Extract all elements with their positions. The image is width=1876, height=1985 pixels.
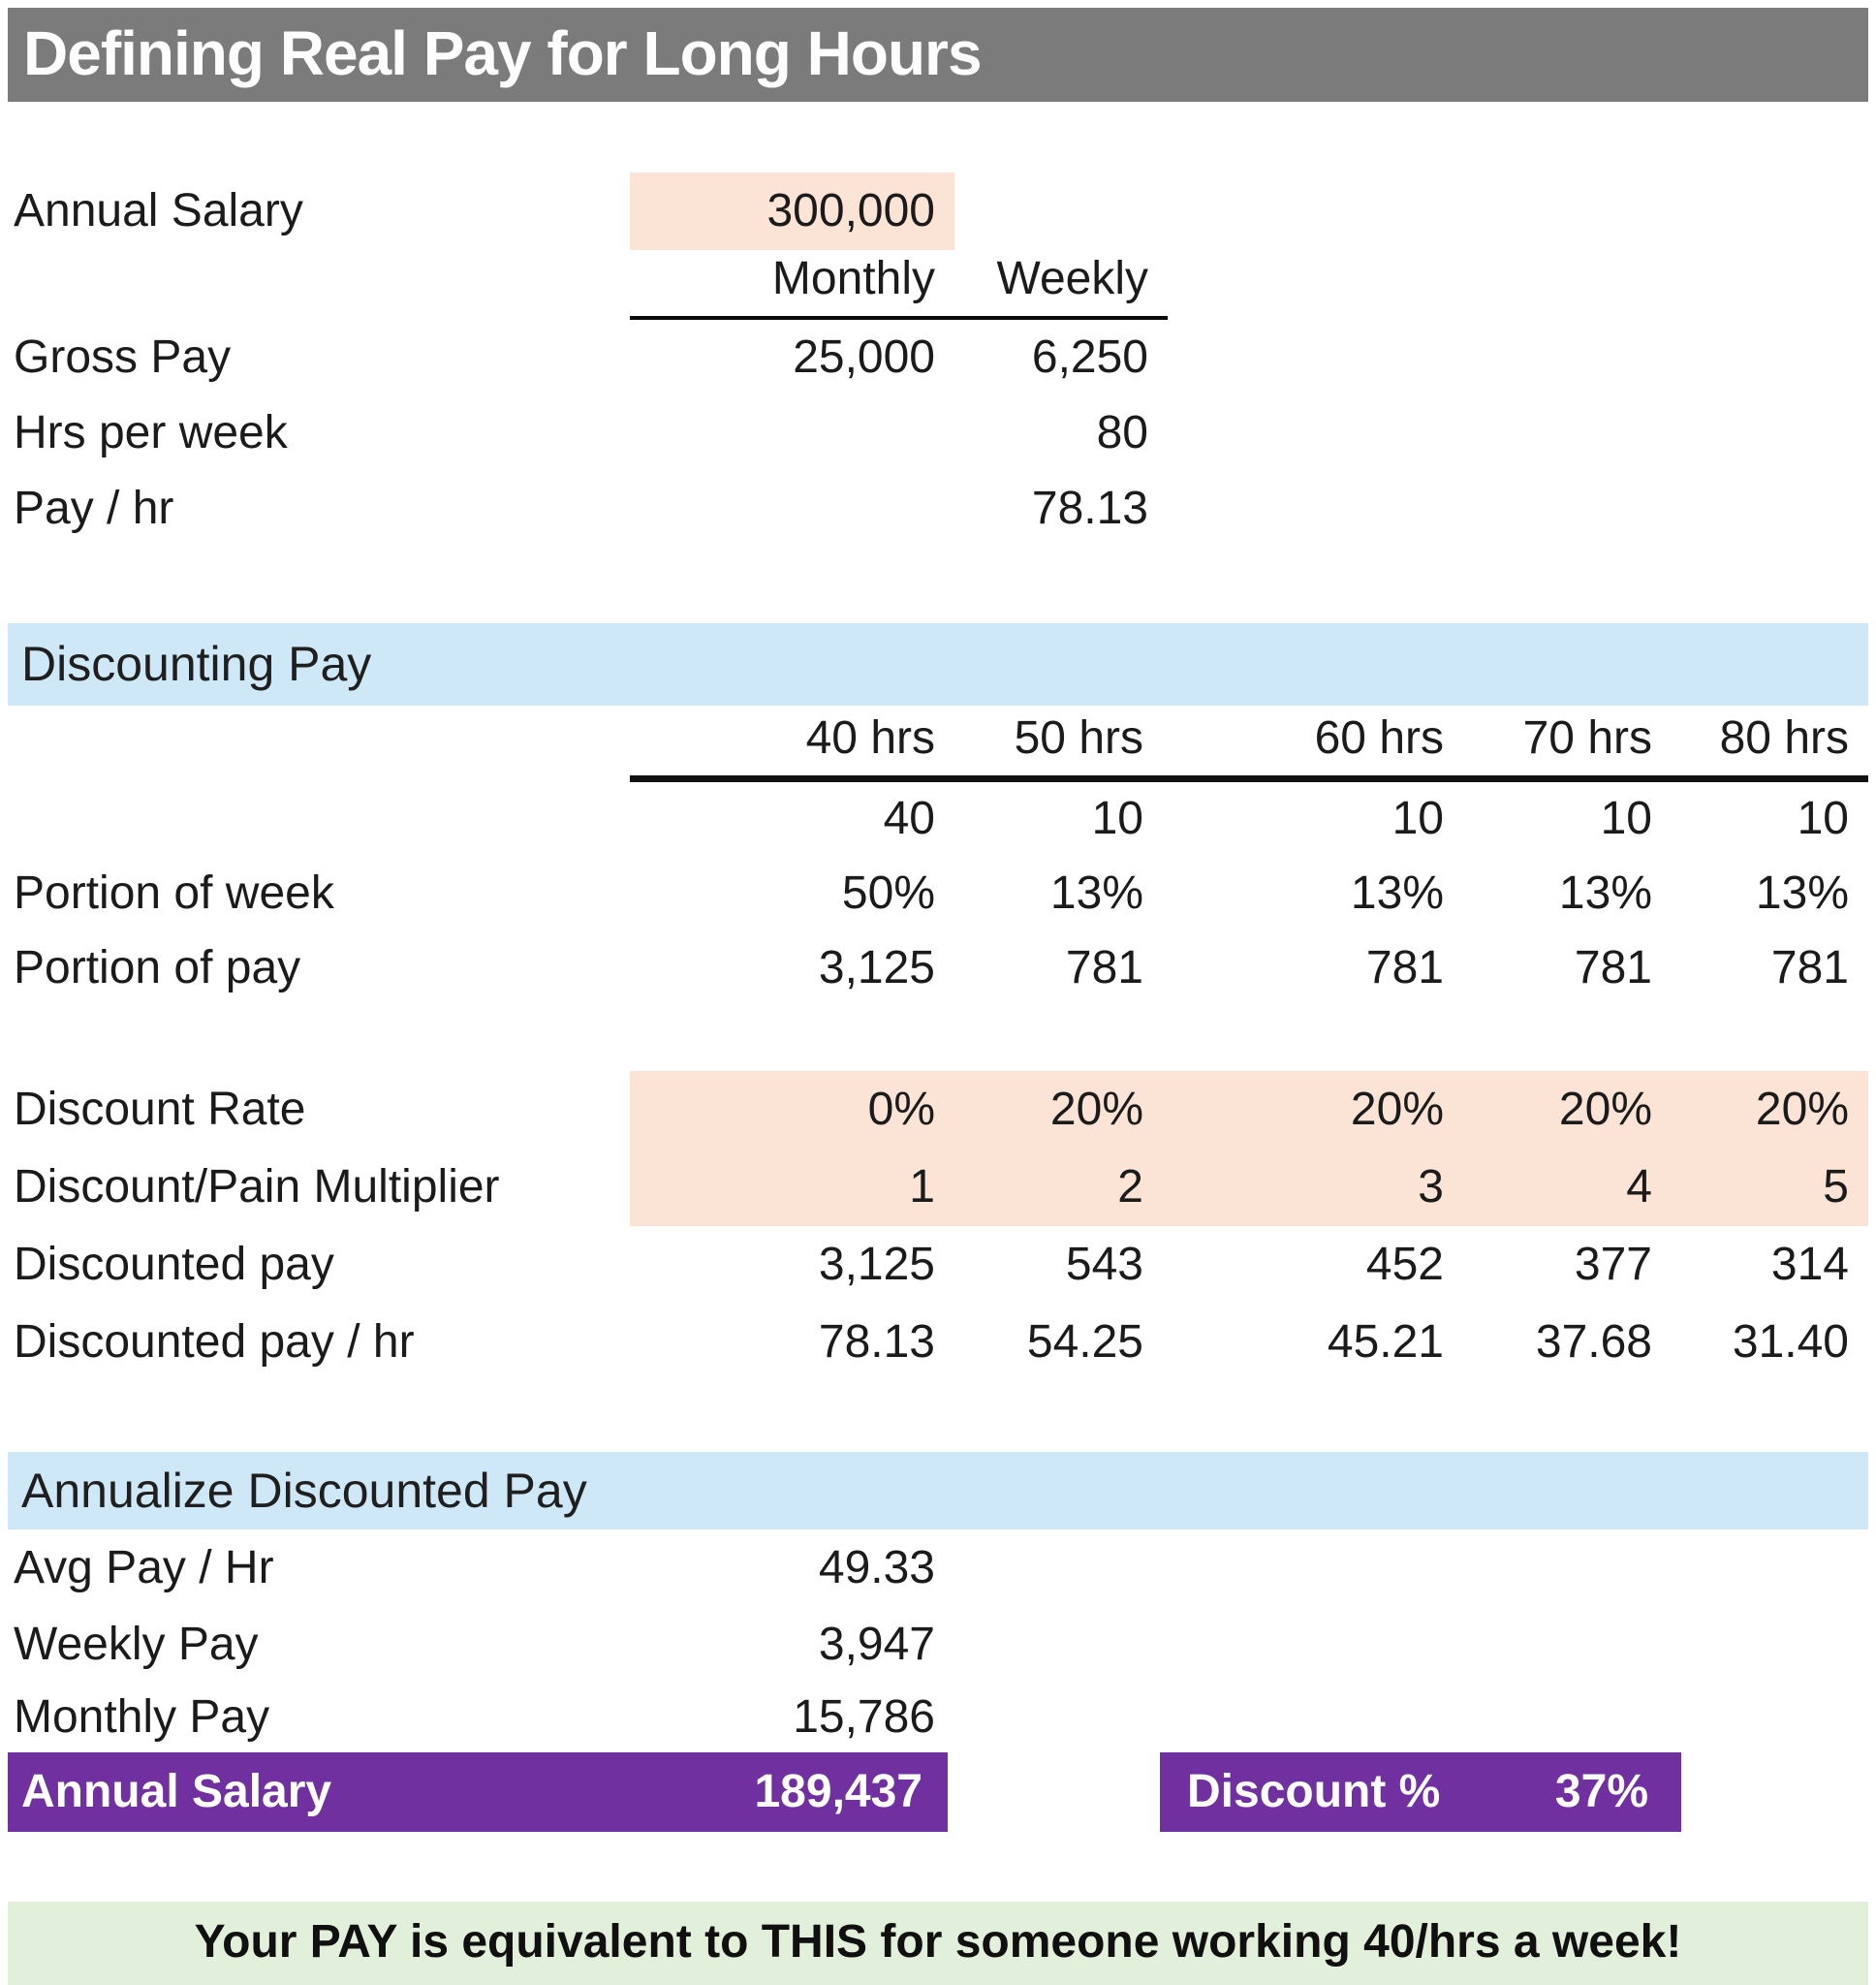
portion-of-week-value: 13% [1755, 867, 1849, 919]
discounted-pay-per-hr-value: 78.13 [818, 1316, 935, 1368]
discount-pain-multiplier-label: Discount/Pain Multiplier [14, 1161, 500, 1213]
discount-rate-input[interactable]: 0% [867, 1084, 935, 1135]
discounted-pay-per-hr-value: 37.68 [1535, 1316, 1652, 1368]
discount-rate-row: Discount Rate 0% 20% 20% 20% 20% [8, 1071, 1868, 1149]
empty-label-cell [8, 782, 630, 856]
discount-pain-multiplier-row: Discount/Pain Multiplier 1 2 3 4 5 [8, 1149, 1868, 1226]
weekly-pay-label: Weekly Pay [14, 1619, 259, 1670]
column-header-monthly: Monthly [771, 253, 935, 304]
avg-pay-per-hr-row: Avg Pay / Hr 49.33 [8, 1529, 1868, 1607]
column-header-50hrs: 50 hrs [1014, 712, 1143, 764]
hours-column-headers: 40 hrs 50 hrs 60 hrs 70 hrs 80 hrs [630, 706, 1868, 782]
discount-rate-input[interactable]: 20% [1350, 1084, 1444, 1135]
discount-pain-multiplier-input[interactable]: 2 [1117, 1161, 1143, 1213]
hrs-per-week-weekly: 80 [1096, 407, 1148, 458]
discounted-pay-value: 377 [1574, 1239, 1652, 1290]
portion-of-pay-value: 3,125 [818, 942, 935, 993]
empty-label-cell [8, 242, 630, 320]
empty-label-cell [8, 706, 630, 782]
discount-pain-multiplier-input-cells: 1 2 3 4 5 [630, 1149, 1868, 1226]
annual-salary-label: Annual Salary [14, 185, 303, 236]
annual-salary-input-cell[interactable]: 300,000 [630, 173, 954, 250]
discount-rate-label: Discount Rate [14, 1084, 306, 1135]
portion-of-week-label: Portion of week [14, 867, 334, 919]
pay-per-hr-weekly: 78.13 [1031, 483, 1148, 534]
discounted-pay-value: 452 [1365, 1239, 1444, 1290]
portion-of-week-value: 50% [841, 867, 935, 919]
monthly-pay-row: Monthly Pay 15,786 [8, 1683, 1868, 1752]
discount-pain-multiplier-input[interactable]: 1 [909, 1161, 935, 1213]
discount-pain-multiplier-input[interactable]: 3 [1418, 1161, 1444, 1213]
hours-split-value: 10 [1600, 793, 1652, 844]
weekly-pay-row: Weekly Pay 3,947 [8, 1607, 1868, 1683]
hrs-per-week-monthly [630, 395, 954, 471]
discount-pain-multiplier-input[interactable]: 5 [1823, 1161, 1849, 1213]
portion-of-pay-row: Portion of pay 3,125 781 781 781 781 [8, 930, 1868, 1006]
hours-split-value: 10 [1391, 793, 1444, 844]
discount-percent-value: 37% [1554, 1766, 1648, 1817]
weekly-pay-value: 3,947 [818, 1619, 935, 1670]
portion-of-week-value: 13% [1049, 867, 1143, 919]
portion-of-week-row: Portion of week 50% 13% 13% 13% 13% [8, 856, 1868, 930]
hours-column-header-row: 40 hrs 50 hrs 60 hrs 70 hrs 80 hrs [8, 706, 1868, 782]
page-title: Defining Real Pay for Long Hours [8, 8, 1868, 102]
avg-pay-per-hr-label: Avg Pay / Hr [14, 1542, 274, 1593]
gross-pay-weekly: 6,250 [1031, 331, 1148, 383]
discounted-pay-per-hr-value: 31.40 [1732, 1316, 1849, 1368]
hours-split-value: 10 [1091, 793, 1143, 844]
footer-message: Your PAY is equivalent to THIS for someo… [8, 1902, 1868, 1985]
discount-rate-input[interactable]: 20% [1049, 1084, 1143, 1135]
column-header-60hrs: 60 hrs [1314, 712, 1444, 764]
portion-of-pay-value: 781 [1365, 942, 1444, 993]
column-header-80hrs: 80 hrs [1719, 712, 1849, 764]
portion-of-week-value: 13% [1558, 867, 1652, 919]
section-header-discounting-pay: Discounting Pay [8, 623, 1868, 706]
section-header-annualize-discounted-pay: Annualize Discounted Pay [8, 1452, 1868, 1529]
column-header-weekly: Weekly [996, 253, 1149, 304]
portion-of-pay-value: 781 [1574, 942, 1652, 993]
discount-pain-multiplier-input[interactable]: 4 [1626, 1161, 1652, 1213]
discounted-pay-row: Discounted pay 3,125 543 452 377 314 [8, 1226, 1868, 1304]
column-header-40hrs: 40 hrs [805, 712, 935, 764]
discounted-pay-label: Discounted pay [14, 1239, 334, 1290]
portion-of-pay-label: Portion of pay [14, 942, 301, 993]
gross-pay-row: Gross Pay 25,000 6,250 [8, 320, 1868, 395]
gross-pay-label: Gross Pay [14, 331, 232, 383]
discounted-pay-value: 3,125 [818, 1239, 935, 1290]
discounted-pay-per-hr-label: Discounted pay / hr [14, 1316, 415, 1368]
avg-pay-per-hr-value: 49.33 [818, 1542, 935, 1593]
hours-split-row: 40 10 10 10 10 [8, 782, 1868, 856]
monthly-pay-value: 15,786 [793, 1691, 935, 1743]
discount-percent-label: Discount % [1187, 1766, 1441, 1817]
discount-rate-input-cells: 0% 20% 20% 20% 20% [630, 1071, 1868, 1149]
pay-per-hr-label: Pay / hr [14, 483, 174, 534]
discounted-pay-per-hr-row: Discounted pay / hr 78.13 54.25 45.21 37… [8, 1304, 1868, 1381]
pay-period-headers: Monthly Weekly [630, 242, 1168, 320]
discount-rate-input[interactable]: 20% [1755, 1084, 1849, 1135]
annual-salary-input-row: Annual Salary 300,000 [8, 173, 1868, 250]
discounted-pay-per-hr-value: 45.21 [1327, 1316, 1444, 1368]
hours-split-value: 40 [883, 793, 935, 844]
annual-salary-result-label: Annual Salary [21, 1766, 332, 1817]
hrs-per-week-label: Hrs per week [14, 407, 288, 458]
discounted-pay-per-hr-value: 54.25 [1026, 1316, 1143, 1368]
column-header-70hrs: 70 hrs [1522, 712, 1652, 764]
portion-of-pay-value: 781 [1770, 942, 1849, 993]
pay-per-hr-row: Pay / hr 78.13 [8, 471, 1868, 547]
gross-pay-monthly: 25,000 [793, 331, 935, 383]
discount-percent-box: Discount % 37% [1160, 1752, 1681, 1832]
annual-salary-result-value: 189,437 [754, 1766, 922, 1817]
discounted-pay-value: 314 [1770, 1239, 1849, 1290]
hours-split-value: 10 [1797, 793, 1849, 844]
portion-of-week-value: 13% [1350, 867, 1444, 919]
discounted-pay-value: 543 [1065, 1239, 1143, 1290]
pay-period-header-row: Monthly Weekly [8, 242, 1868, 320]
annual-salary-result-row: Annual Salary 189,437 [8, 1752, 948, 1832]
discount-rate-input[interactable]: 20% [1558, 1084, 1652, 1135]
pay-per-hr-monthly [630, 471, 954, 547]
hrs-per-week-row: Hrs per week 80 [8, 395, 1868, 471]
monthly-pay-label: Monthly Pay [14, 1691, 270, 1743]
portion-of-pay-value: 781 [1065, 942, 1143, 993]
